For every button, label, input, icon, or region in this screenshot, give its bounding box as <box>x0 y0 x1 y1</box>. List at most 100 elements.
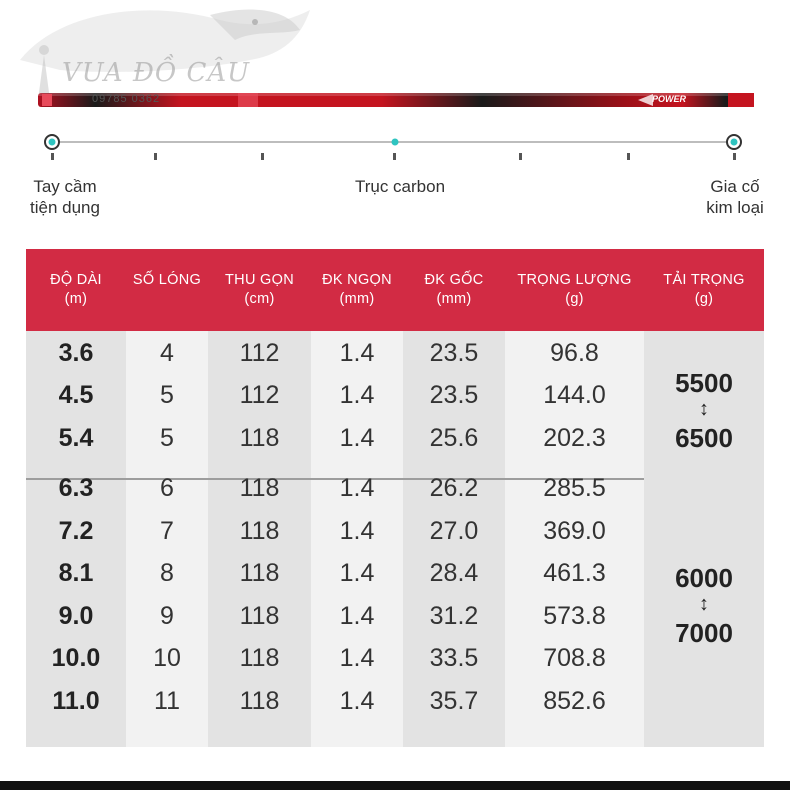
cell-weight: 852.6 <box>543 687 606 715</box>
cell-weight: 202.3 <box>543 424 606 452</box>
cell-base: 23.5 <box>429 381 479 409</box>
header-load-unit: (g) <box>694 291 714 307</box>
cell-tip: 1.4 <box>339 559 375 587</box>
load-group-1-from: 5500 <box>675 368 733 398</box>
header-base: ĐK GỐC (mm) <box>403 271 505 309</box>
header-sections-title: SỐ LÓNG <box>132 272 202 288</box>
scale-label-handle: Tay cầm tiện dụng <box>10 176 120 218</box>
column-bg <box>26 331 126 747</box>
cell-sections: 7 <box>160 517 174 545</box>
cell-weight: 96.8 <box>550 339 599 367</box>
cell-length: 8.1 <box>58 559 94 587</box>
column-bg <box>505 331 644 747</box>
header-closed-title: THU GỌN <box>225 272 294 288</box>
scale-label-metal: Gia cố kim loại <box>680 176 790 218</box>
table-header: ĐỘ DÀI (m) SỐ LÓNG THU GỌN (cm) ĐK NGỌN … <box>26 249 764 331</box>
brand-logo: VUA ĐỒ CÂU <box>0 0 330 120</box>
header-length-title: ĐỘ DÀI <box>50 272 102 288</box>
load-group-1-to: 6500 <box>675 423 733 453</box>
cell-weight: 285.5 <box>543 474 606 502</box>
column-bg <box>126 331 208 747</box>
load-group-2-from: 6000 <box>675 563 733 593</box>
column-bg <box>644 331 764 747</box>
cell-length: 6.3 <box>58 474 94 502</box>
header-sections: SỐ LÓNG <box>126 271 208 290</box>
column-bg <box>311 331 403 747</box>
header-weight: TRỌNG LƯỢNG (g) <box>505 271 644 309</box>
cell-tip: 1.4 <box>339 339 375 367</box>
scale-label-handle-line1: Tay cầm <box>33 177 97 196</box>
cell-sections: 5 <box>160 381 174 409</box>
cell-length: 9.0 <box>58 602 94 630</box>
header-base-unit: (mm) <box>436 291 472 307</box>
cell-length: 5.4 <box>58 424 94 452</box>
up-down-arrow-icon: ↕ <box>699 398 709 420</box>
cell-weight: 461.3 <box>543 559 606 587</box>
cell-length: 11.0 <box>52 687 100 715</box>
cell-closed: 118 <box>239 424 280 452</box>
cell-base: 26.2 <box>429 474 479 502</box>
cell-base: 27.0 <box>429 517 479 545</box>
up-down-arrow-icon: ↕ <box>699 593 709 615</box>
cell-weight: 708.8 <box>543 644 606 672</box>
header-tip: ĐK NGỌN (mm) <box>311 271 403 309</box>
cell-tip: 1.4 <box>339 644 375 672</box>
fish-logo-icon <box>20 9 310 100</box>
header-weight-unit: (g) <box>565 291 584 307</box>
header-length: ĐỘ DÀI (m) <box>26 271 126 309</box>
cell-base: 31.2 <box>429 602 479 630</box>
rod-power-label: POWER <box>652 94 687 104</box>
brand-phone: 09785 0362 <box>92 93 161 105</box>
cell-sections: 9 <box>160 602 174 630</box>
cell-closed: 112 <box>239 381 280 409</box>
load-group-2-to: 7000 <box>675 618 733 648</box>
cell-base: 28.4 <box>429 559 479 587</box>
cell-tip: 1.4 <box>339 424 375 452</box>
cell-base: 35.7 <box>429 687 479 715</box>
brand-name: VUA ĐỒ CÂU <box>62 58 251 88</box>
cell-sections: 4 <box>160 339 174 367</box>
scale-label-carbon: Trục carbon <box>354 177 446 196</box>
header-base-title: ĐK GỐC <box>424 272 484 288</box>
header-load: TẢI TRỌNG (g) <box>644 271 764 309</box>
header-closed-unit: (cm) <box>244 291 275 307</box>
cell-tip: 1.4 <box>339 687 375 715</box>
header-tip-unit: (mm) <box>339 291 375 307</box>
column-bg <box>403 331 505 747</box>
header-closed: THU GỌN (cm) <box>208 271 311 309</box>
bottom-bar <box>0 781 790 790</box>
cell-sections: 8 <box>160 559 174 587</box>
scale-label-handle-line2: tiện dụng <box>30 198 100 217</box>
group-divider <box>26 478 644 480</box>
rod-scale <box>44 134 742 160</box>
cell-length: 10.0 <box>51 644 101 672</box>
scale-label-metal-line1: Gia cố <box>710 177 760 196</box>
cell-tip: 1.4 <box>339 602 375 630</box>
cell-base: 33.5 <box>429 644 479 672</box>
cell-base: 25.6 <box>429 424 479 452</box>
header-weight-title: TRỌNG LƯỢNG <box>517 272 632 288</box>
cell-sections: 10 <box>153 644 181 672</box>
cell-closed: 112 <box>239 339 280 367</box>
header-load-title: TẢI TRỌNG <box>663 272 745 288</box>
scale-label-metal-line2: kim loại <box>706 198 764 217</box>
header-length-unit: (m) <box>64 291 88 307</box>
cell-length: 7.2 <box>58 517 94 545</box>
spec-table: ĐỘ DÀI (m) SỐ LÓNG THU GỌN (cm) ĐK NGỌN … <box>26 249 764 747</box>
cell-length: 4.5 <box>58 381 94 409</box>
cell-weight: 144.0 <box>543 381 606 409</box>
cell-sections: 6 <box>160 474 174 502</box>
cell-closed: 118 <box>239 687 280 715</box>
cell-tip: 1.4 <box>339 517 375 545</box>
cell-length: 3.6 <box>58 339 94 367</box>
cell-closed: 118 <box>239 644 280 672</box>
cell-tip: 1.4 <box>339 381 375 409</box>
cell-sections: 5 <box>160 424 174 452</box>
cell-closed: 118 <box>239 602 280 630</box>
header-tip-title: ĐK NGỌN <box>322 272 392 288</box>
cell-closed: 118 <box>239 559 280 587</box>
cell-tip: 1.4 <box>339 474 375 502</box>
cell-sections: 11 <box>154 687 180 715</box>
cell-base: 23.5 <box>429 339 479 367</box>
cell-weight: 369.0 <box>543 517 606 545</box>
